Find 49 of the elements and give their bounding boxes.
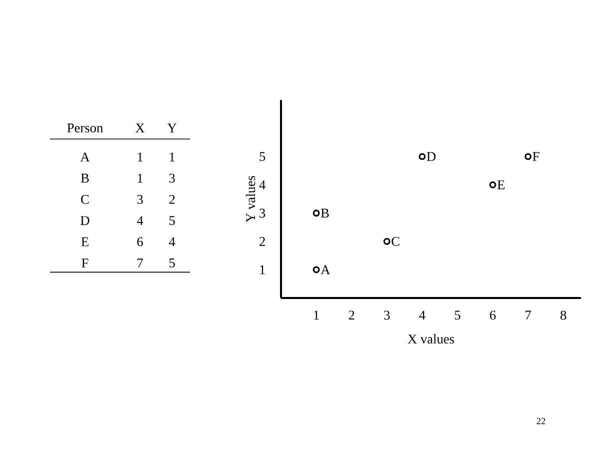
- x-tick-label: 5: [454, 310, 460, 320]
- y-tick-label: 2: [260, 237, 265, 246]
- data-label: 4: [168, 237, 176, 246]
- category-label: E: [81, 237, 88, 246]
- y-tick-label: 3: [260, 208, 266, 218]
- x-tick-label: 3: [384, 310, 390, 320]
- annotation: A: [320, 265, 330, 274]
- point: [383, 238, 390, 245]
- x-tick-label: 2: [348, 310, 354, 320]
- x-tick-label: 6: [490, 310, 496, 320]
- x-axis-title: X values: [408, 334, 454, 344]
- annotation: B: [320, 208, 329, 218]
- annotation: F: [532, 152, 540, 161]
- y-tick-label: 5: [260, 152, 266, 161]
- category-label: C: [81, 194, 89, 204]
- data-label: 5: [169, 258, 175, 268]
- text: X: [135, 124, 145, 132]
- data-label: 1: [138, 174, 143, 183]
- x-tick-label: 7: [526, 310, 532, 320]
- data-label: 1: [170, 152, 175, 162]
- y-tick-label: 4: [259, 180, 266, 190]
- data-label: 1: [138, 152, 143, 162]
- data-label: 3: [169, 174, 175, 183]
- y-axis-title: Y values: [246, 176, 256, 222]
- annotation: C: [392, 236, 400, 246]
- point: [312, 210, 320, 217]
- data-label: 2: [169, 194, 175, 204]
- x-tick-label: 8: [560, 310, 566, 320]
- data-label: 6: [137, 237, 143, 246]
- data-label: 4: [136, 216, 144, 225]
- text: 22: [536, 418, 546, 424]
- data-label: 3: [137, 194, 143, 204]
- category-label: D: [80, 216, 90, 225]
- category-label: F: [82, 258, 88, 268]
- point: [312, 266, 320, 274]
- point: [418, 153, 426, 160]
- x-tick-label: 1: [314, 310, 319, 320]
- point: [524, 153, 532, 160]
- data-label: 7: [138, 258, 143, 268]
- data-label: 5: [169, 216, 175, 226]
- text: Y: [167, 124, 176, 132]
- point: [489, 181, 496, 188]
- annotation: D: [426, 152, 436, 161]
- annotation: E: [497, 180, 505, 190]
- x-tick-label: 4: [419, 310, 426, 320]
- y-tick-label: 1: [260, 265, 265, 274]
- category-label: A: [80, 152, 90, 162]
- text: Person: [67, 124, 103, 132]
- category-label: B: [80, 174, 89, 183]
